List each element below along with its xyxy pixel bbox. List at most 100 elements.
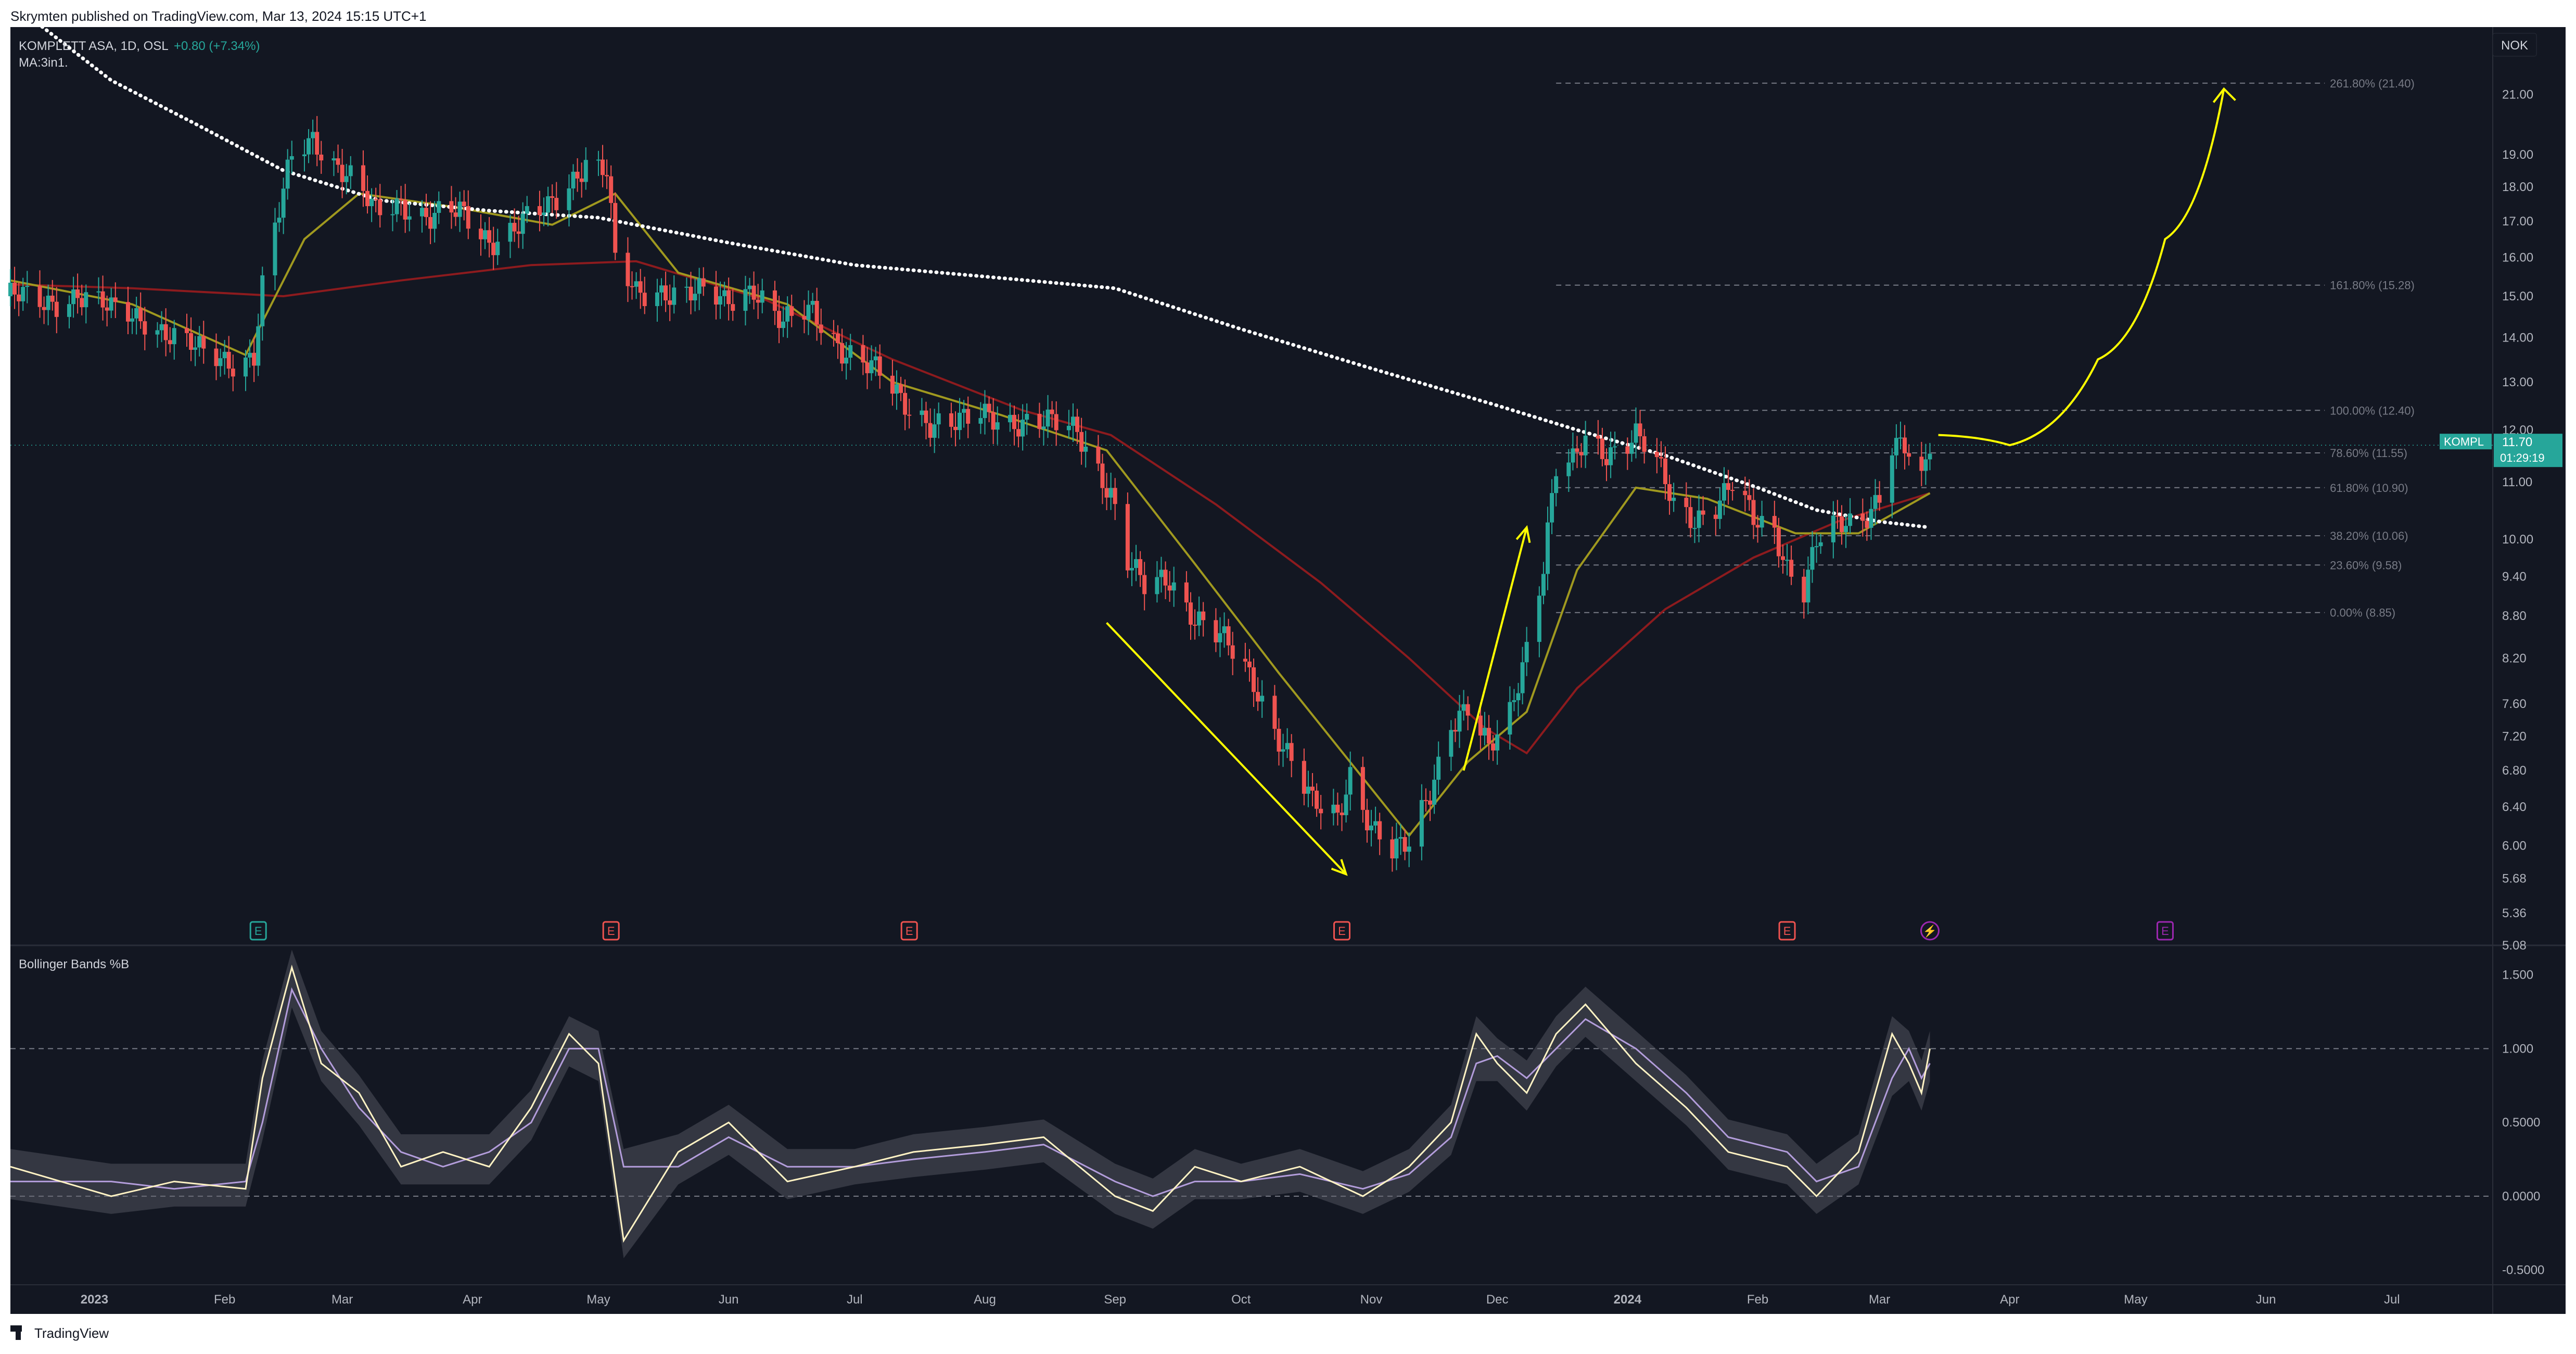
candle-body — [995, 422, 1000, 430]
currency-label: NOK — [2501, 39, 2528, 53]
candle-body — [1747, 495, 1752, 500]
candle — [840, 328, 845, 372]
bb-series-slow — [10, 987, 1931, 1197]
candle — [542, 197, 546, 226]
earnings-icon[interactable] — [249, 921, 267, 941]
candle — [1025, 403, 1029, 435]
candle — [1890, 448, 1894, 518]
candle — [1079, 417, 1084, 465]
dividend-icon[interactable] — [1920, 921, 1940, 941]
price-tick-label: 7.60 — [2502, 697, 2527, 711]
event-marker-earnings-future[interactable]: E — [2156, 921, 2174, 941]
candle-body — [920, 410, 924, 415]
earnings-icon[interactable] — [1333, 921, 1351, 941]
candle — [1625, 437, 1630, 470]
candle-body — [1684, 498, 1689, 508]
price-tick-label: 6.40 — [2502, 800, 2527, 814]
earnings-icon[interactable] — [900, 921, 918, 941]
event-marker-earnings-past[interactable]: E — [249, 921, 267, 941]
candle — [260, 267, 265, 341]
candle — [394, 190, 399, 222]
candle — [609, 165, 614, 219]
candle-body — [172, 328, 176, 345]
candle — [697, 268, 702, 310]
candle-body — [483, 230, 488, 239]
symbol-title[interactable]: KOMPLETT ASA, 1D, OSL — [19, 39, 169, 53]
tradingview-logo[interactable]: TradingView — [10, 1325, 109, 1341]
candle — [1491, 735, 1496, 761]
candle-body — [1491, 743, 1496, 751]
candle-body — [983, 403, 987, 419]
candle — [37, 270, 42, 318]
time-tick-label: Dec — [1486, 1293, 1509, 1307]
candle — [983, 390, 987, 435]
event-marker-earnings-past-red[interactable]: E — [602, 921, 620, 941]
candle — [785, 296, 790, 338]
event-marker-dividend[interactable]: ⚡ — [1920, 921, 1940, 941]
candle-body — [512, 223, 517, 232]
candle — [1457, 694, 1462, 748]
candle-body — [1751, 500, 1756, 525]
event-marker-earnings-past-red[interactable]: E — [900, 921, 918, 941]
event-marker-label: E — [607, 925, 615, 938]
candle — [348, 156, 353, 189]
event-marker-earnings-past-red[interactable]: E — [1778, 921, 1796, 941]
candle-body — [105, 307, 109, 311]
candle-body — [861, 345, 865, 363]
candle — [713, 271, 718, 320]
candle — [390, 199, 395, 232]
event-marker-earnings-past-red[interactable]: E — [1333, 921, 1351, 941]
last-price-tag[interactable]: KOMPL 11.70 01:29:19 — [2440, 434, 2562, 467]
candle — [571, 164, 576, 200]
candle-body — [1218, 633, 1222, 642]
currency-button[interactable] — [2492, 33, 2537, 57]
candle — [579, 162, 584, 198]
candle — [1252, 659, 1256, 707]
candle — [1113, 478, 1117, 521]
event-marker-label: E — [2161, 925, 2169, 938]
candle — [1839, 505, 1844, 545]
candle-body — [1163, 570, 1168, 586]
candle — [226, 336, 231, 378]
candle — [1928, 442, 1932, 471]
indicator-label[interactable]: MA:3in1. — [19, 56, 68, 70]
candle — [966, 396, 971, 438]
earnings-icon[interactable] — [2156, 921, 2174, 941]
candle — [819, 308, 823, 345]
candle-body — [1667, 484, 1672, 501]
candle — [601, 145, 605, 187]
candle-body — [613, 203, 618, 253]
candle-body — [903, 393, 908, 415]
candle — [1310, 773, 1315, 806]
candle — [831, 320, 836, 347]
candle — [1810, 531, 1815, 583]
candle-body — [1125, 504, 1130, 571]
candle — [1730, 482, 1735, 501]
candle-body — [1877, 495, 1882, 503]
candle — [861, 335, 865, 375]
candle-body — [1348, 767, 1353, 795]
candle — [1667, 475, 1672, 515]
candle — [487, 217, 492, 258]
candle-body — [1907, 453, 1911, 457]
candle-body — [1167, 585, 1172, 591]
candle — [806, 290, 811, 335]
candle — [432, 201, 437, 243]
time-tick-label: May — [586, 1293, 610, 1307]
candle — [924, 401, 928, 439]
candle — [1785, 543, 1790, 576]
earnings-icon[interactable] — [1778, 921, 1796, 941]
candle — [1260, 680, 1265, 718]
candle — [1402, 829, 1407, 861]
price-tick-label: 19.00 — [2502, 148, 2533, 162]
candle-body — [1159, 570, 1164, 577]
candle-body — [743, 289, 748, 311]
bb-title[interactable]: Bollinger Bands %B — [19, 957, 129, 971]
candle — [1285, 728, 1290, 758]
candle-body — [630, 286, 634, 287]
candle-body — [67, 304, 71, 317]
candle-body — [760, 290, 764, 303]
candle-body — [134, 308, 139, 319]
earnings-icon[interactable] — [602, 921, 620, 941]
candle-body — [928, 423, 933, 438]
